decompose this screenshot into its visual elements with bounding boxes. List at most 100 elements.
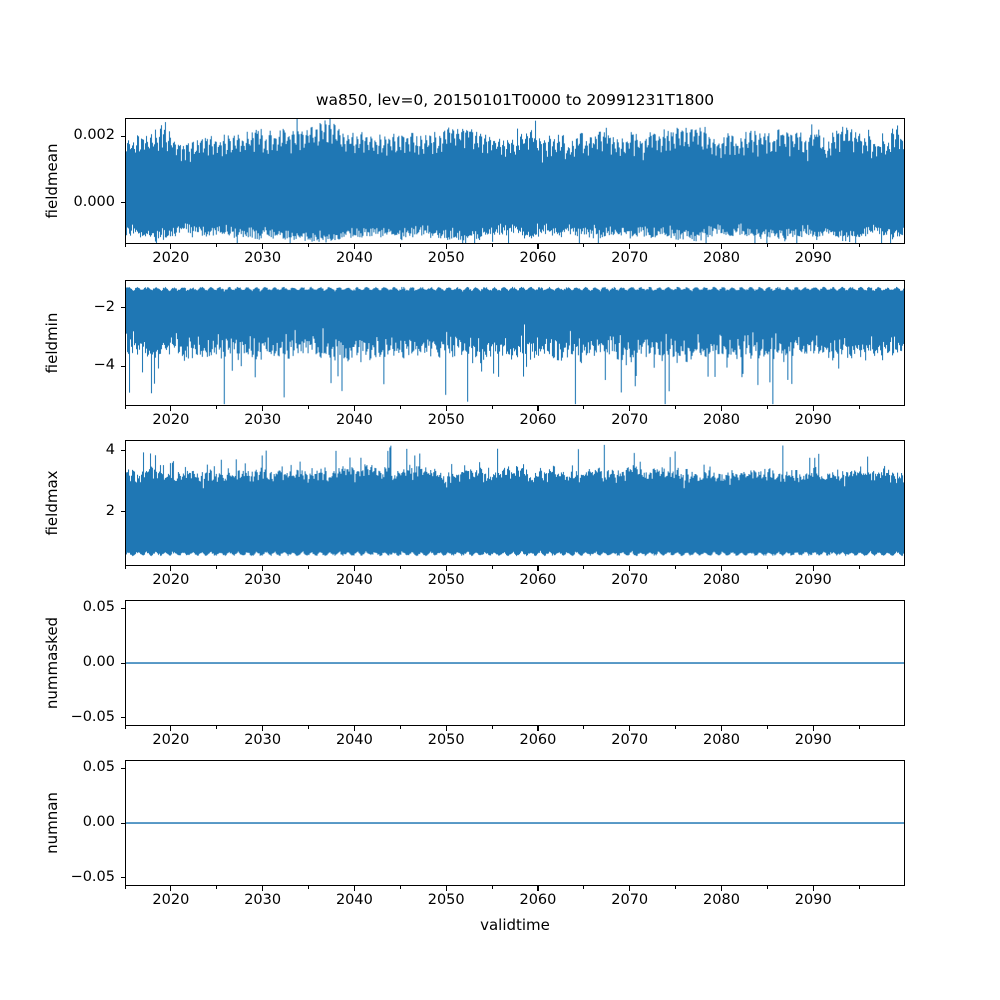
- xtick-label: 2020: [152, 732, 190, 748]
- ytick-mark: [120, 877, 125, 879]
- xtick-mark-minor: [399, 406, 401, 409]
- xaxis-label: validtime: [480, 916, 550, 934]
- xtick-mark-minor: [675, 244, 677, 247]
- xtick-label: 2050: [427, 572, 465, 588]
- xtick-mark-minor: [308, 886, 310, 889]
- xtick-mark: [812, 406, 814, 411]
- ylabel-fieldmean: fieldmean: [43, 143, 61, 219]
- xtick-mark: [812, 886, 814, 891]
- xtick-mark-minor: [124, 406, 126, 409]
- xtick-mark-minor: [491, 886, 493, 889]
- xtick-label: 2060: [519, 892, 557, 908]
- xtick-mark-minor: [675, 406, 677, 409]
- xtick-label: 2020: [152, 572, 190, 588]
- xtick-mark-minor: [766, 886, 768, 889]
- xtick-label: 2020: [152, 412, 190, 428]
- ytick-mark: [120, 662, 125, 664]
- ytick-mark: [120, 307, 125, 309]
- ytick-mark: [120, 717, 125, 719]
- xtick-label: 2060: [519, 732, 557, 748]
- xtick-label: 2040: [335, 250, 373, 266]
- xtick-mark: [537, 244, 539, 249]
- xtick-label: 2090: [794, 892, 832, 908]
- ytick-mark: [120, 450, 125, 452]
- xtick-mark-minor: [491, 244, 493, 247]
- ytick-mark: [120, 135, 125, 137]
- xtick-mark-minor: [124, 886, 126, 889]
- xtick-mark: [170, 406, 172, 411]
- panel-fieldmax: [125, 440, 905, 566]
- xtick-mark: [720, 726, 723, 731]
- xtick-mark: [262, 886, 264, 891]
- xtick-mark-minor: [124, 244, 126, 247]
- ytick-label: 0.002: [73, 127, 115, 144]
- ytick-label: −0.05: [70, 708, 115, 725]
- xtick-label: 2070: [611, 572, 649, 588]
- xtick-mark-minor: [216, 886, 218, 889]
- ytick-label: 0.000: [73, 193, 115, 210]
- xtick-mark-minor: [858, 244, 860, 247]
- plot-area-fieldmean: [126, 119, 904, 243]
- xtick-mark: [353, 244, 355, 249]
- xtick-mark: [170, 726, 172, 731]
- xtick-label: 2060: [519, 412, 557, 428]
- xtick-label: 2040: [335, 892, 373, 908]
- xtick-mark-minor: [124, 566, 126, 569]
- xtick-label: 2070: [611, 250, 649, 266]
- ytick-mark: [120, 822, 125, 824]
- xtick-mark-minor: [308, 566, 310, 569]
- xtick-mark: [353, 406, 355, 411]
- xtick-mark: [629, 886, 631, 891]
- xtick-mark: [170, 566, 172, 571]
- xtick-label: 2060: [519, 250, 557, 266]
- xtick-mark: [720, 406, 723, 411]
- panel-numnan: [125, 760, 905, 886]
- xtick-mark-minor: [583, 244, 585, 247]
- xtick-label: 2050: [427, 412, 465, 428]
- ytick-label: 0.00: [82, 654, 115, 670]
- ytick-label: 4: [105, 441, 115, 458]
- xtick-mark-minor: [308, 244, 310, 247]
- xtick-mark: [445, 726, 447, 731]
- xtick-mark-minor: [399, 726, 401, 729]
- ytick-label: −2: [93, 298, 115, 315]
- xtick-mark-minor: [858, 886, 860, 889]
- xtick-mark-minor: [583, 726, 585, 729]
- xtick-label: 2080: [703, 572, 740, 588]
- xtick-mark: [720, 566, 723, 571]
- xtick-mark-minor: [858, 566, 860, 569]
- xtick-mark-minor: [399, 566, 401, 569]
- xtick-mark: [537, 566, 539, 571]
- ytick-mark: [120, 202, 125, 204]
- xtick-mark-minor: [675, 726, 677, 729]
- xtick-label: 2050: [427, 892, 465, 908]
- xtick-label: 2080: [703, 892, 740, 908]
- xtick-mark: [262, 244, 264, 249]
- xtick-mark-minor: [491, 406, 493, 409]
- xtick-label: 2080: [703, 250, 740, 266]
- ytick-mark: [120, 511, 125, 513]
- xtick-mark-minor: [858, 726, 860, 729]
- ytick-mark: [120, 767, 125, 769]
- xtick-mark: [170, 886, 172, 891]
- xtick-label: 2020: [152, 250, 190, 266]
- xtick-mark: [353, 886, 355, 891]
- xtick-mark: [629, 406, 631, 411]
- xtick-label: 2090: [794, 250, 832, 266]
- xtick-label: 2060: [519, 572, 557, 588]
- xtick-label: 2080: [703, 732, 740, 748]
- xtick-mark: [353, 566, 355, 571]
- xtick-mark-minor: [858, 406, 860, 409]
- xtick-label: 2030: [244, 250, 282, 266]
- xtick-label: 2090: [794, 572, 832, 588]
- panel-fieldmean: [125, 118, 905, 244]
- xtick-label: 2080: [703, 412, 740, 428]
- xtick-mark-minor: [216, 244, 218, 247]
- xtick-mark-minor: [399, 886, 401, 889]
- xtick-label: 2050: [427, 732, 465, 748]
- xtick-mark: [812, 244, 814, 249]
- xtick-label: 2020: [152, 892, 190, 908]
- xtick-label: 2050: [427, 250, 465, 266]
- ytick-label: 0.05: [82, 599, 115, 616]
